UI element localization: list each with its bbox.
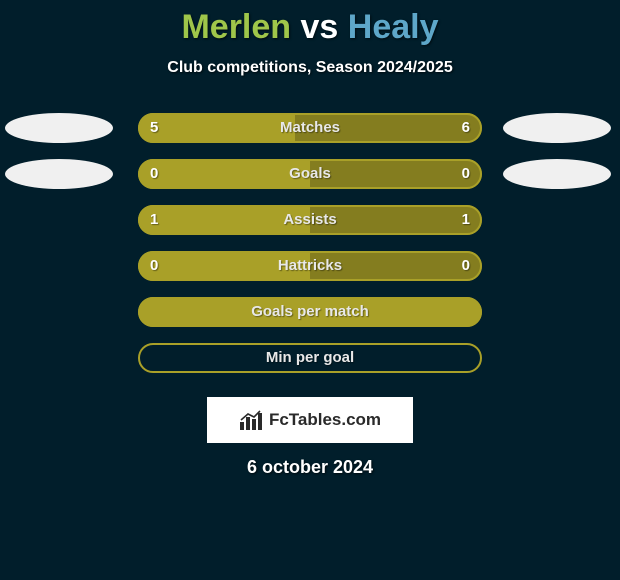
versus-text: vs bbox=[301, 8, 339, 46]
bar-left-fill bbox=[138, 159, 310, 189]
stat-bar bbox=[138, 343, 482, 373]
subtitle: Club competitions, Season 2024/2025 bbox=[0, 59, 620, 77]
bar-left-fill bbox=[138, 113, 295, 143]
bar-left-fill bbox=[138, 297, 482, 327]
player1-badge bbox=[5, 113, 113, 143]
player2-badge bbox=[503, 113, 611, 143]
source-badge: FcTables.com bbox=[207, 397, 413, 443]
stat-bar bbox=[138, 113, 482, 143]
stat-rows: Matches56Goals00Assists11Hattricks00Goal… bbox=[0, 113, 620, 389]
stat-row: Min per goal bbox=[0, 343, 620, 389]
bar-right-fill bbox=[310, 205, 482, 235]
bar-right-fill bbox=[310, 251, 482, 281]
stat-row: Goals per match bbox=[0, 297, 620, 343]
player1-name: Merlen bbox=[181, 8, 291, 46]
stat-bar bbox=[138, 251, 482, 281]
stat-row: Hattricks00 bbox=[0, 251, 620, 297]
bar-left-fill bbox=[138, 205, 310, 235]
badge-text: FcTables.com bbox=[269, 410, 381, 430]
player2-badge bbox=[503, 159, 611, 189]
player1-badge bbox=[5, 159, 113, 189]
stat-bar bbox=[138, 297, 482, 327]
bar-left-fill bbox=[138, 251, 310, 281]
bar-right-fill bbox=[295, 113, 482, 143]
player2-name: Healy bbox=[348, 8, 439, 46]
stat-bar bbox=[138, 205, 482, 235]
bar-right-fill bbox=[310, 159, 482, 189]
comparison-title: Merlen vs Healy bbox=[0, 0, 620, 47]
stat-row: Assists11 bbox=[0, 205, 620, 251]
chart-icon bbox=[239, 410, 263, 430]
date-text: 6 october 2024 bbox=[0, 457, 620, 478]
stat-bar bbox=[138, 159, 482, 189]
